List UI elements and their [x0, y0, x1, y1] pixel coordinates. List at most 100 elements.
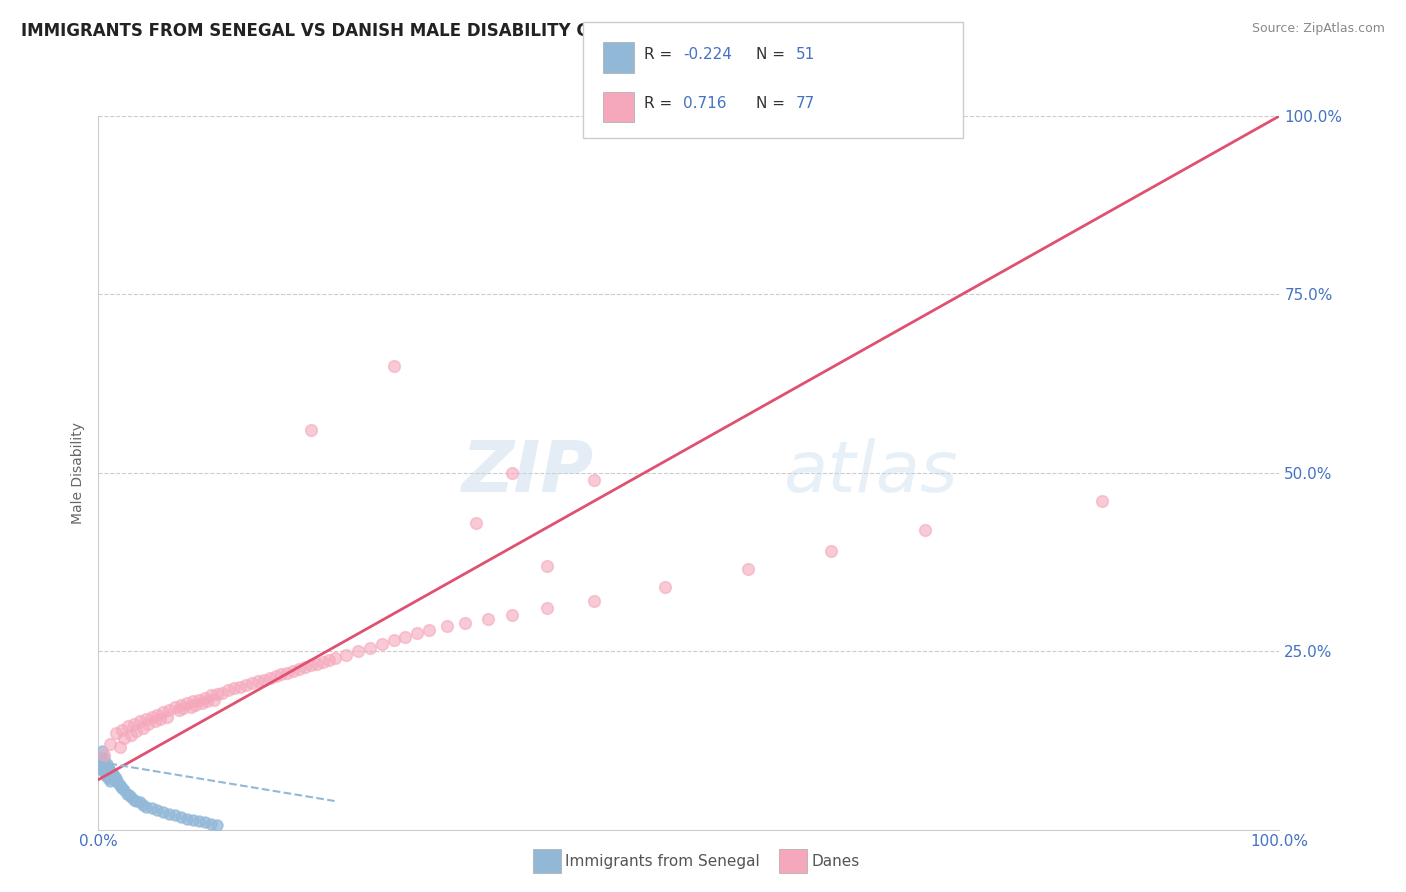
- Point: [194, 690, 217, 705]
- Point: [501, 466, 523, 480]
- Point: [299, 423, 322, 437]
- Point: [143, 714, 166, 728]
- Point: [121, 790, 143, 805]
- Point: [97, 760, 120, 774]
- Point: [105, 774, 128, 789]
- Point: [170, 810, 193, 824]
- Point: [136, 717, 159, 731]
- Point: [217, 683, 239, 698]
- Point: [157, 703, 180, 717]
- Point: [418, 623, 440, 637]
- Point: [91, 758, 114, 772]
- Point: [335, 648, 357, 662]
- Point: [125, 794, 148, 808]
- Point: [259, 671, 281, 685]
- Point: [141, 801, 163, 815]
- Point: [167, 703, 190, 717]
- Point: [146, 803, 169, 817]
- Point: [737, 562, 759, 576]
- Point: [181, 694, 204, 708]
- Point: [91, 755, 114, 769]
- Point: [111, 781, 134, 796]
- Point: [176, 696, 198, 710]
- Point: [270, 667, 292, 681]
- Point: [235, 678, 257, 692]
- Text: N =: N =: [756, 96, 790, 112]
- Point: [157, 806, 180, 821]
- Text: N =: N =: [756, 47, 790, 62]
- Point: [323, 651, 346, 665]
- Point: [96, 764, 118, 778]
- Text: atlas: atlas: [783, 438, 957, 508]
- Text: R =: R =: [644, 47, 678, 62]
- Text: Source: ZipAtlas.com: Source: ZipAtlas.com: [1251, 22, 1385, 36]
- Point: [453, 615, 475, 630]
- Point: [156, 710, 179, 724]
- Point: [202, 692, 225, 706]
- Point: [141, 710, 163, 724]
- Point: [91, 744, 114, 758]
- Y-axis label: Male Disability: Male Disability: [72, 422, 86, 524]
- Point: [135, 799, 157, 814]
- Point: [117, 719, 139, 733]
- Point: [176, 812, 198, 826]
- Point: [394, 630, 416, 644]
- Point: [132, 721, 155, 735]
- Point: [89, 755, 111, 769]
- Point: [118, 789, 141, 803]
- Point: [93, 747, 115, 762]
- Point: [246, 674, 269, 689]
- Point: [96, 756, 118, 771]
- Point: [105, 771, 128, 785]
- Point: [224, 681, 246, 696]
- Point: [93, 765, 115, 780]
- Point: [654, 580, 676, 594]
- Point: [90, 751, 112, 765]
- Point: [98, 737, 121, 751]
- Point: [406, 626, 429, 640]
- Point: [170, 698, 193, 712]
- Point: [536, 601, 558, 615]
- Point: [100, 765, 122, 780]
- Point: [283, 664, 305, 678]
- Text: 77: 77: [796, 96, 815, 112]
- Point: [122, 717, 145, 731]
- Text: Immigrants from Senegal: Immigrants from Senegal: [565, 855, 761, 869]
- Point: [152, 805, 174, 819]
- Point: [195, 694, 218, 708]
- Point: [135, 712, 157, 726]
- Point: [98, 767, 121, 781]
- Point: [101, 767, 124, 781]
- Point: [103, 769, 125, 783]
- Point: [205, 818, 228, 832]
- Text: 51: 51: [796, 47, 815, 62]
- Point: [501, 608, 523, 623]
- Point: [276, 665, 298, 680]
- Point: [200, 689, 222, 703]
- Point: [347, 644, 370, 658]
- Point: [97, 771, 120, 785]
- Point: [294, 660, 316, 674]
- Point: [108, 740, 131, 755]
- Point: [122, 792, 145, 806]
- Point: [128, 714, 150, 728]
- Text: R =: R =: [644, 96, 678, 112]
- Point: [112, 783, 135, 797]
- Point: [94, 760, 117, 774]
- Point: [305, 657, 328, 671]
- Point: [194, 815, 217, 830]
- Point: [111, 723, 134, 737]
- Point: [165, 808, 187, 822]
- Point: [115, 787, 138, 801]
- Point: [172, 701, 194, 715]
- Point: [312, 655, 335, 669]
- Point: [1091, 494, 1114, 508]
- Point: [180, 699, 202, 714]
- Point: [382, 633, 405, 648]
- Point: [110, 780, 132, 794]
- Point: [240, 676, 263, 690]
- Point: [91, 762, 114, 776]
- Point: [184, 698, 207, 712]
- Point: [465, 516, 488, 530]
- Point: [288, 662, 311, 676]
